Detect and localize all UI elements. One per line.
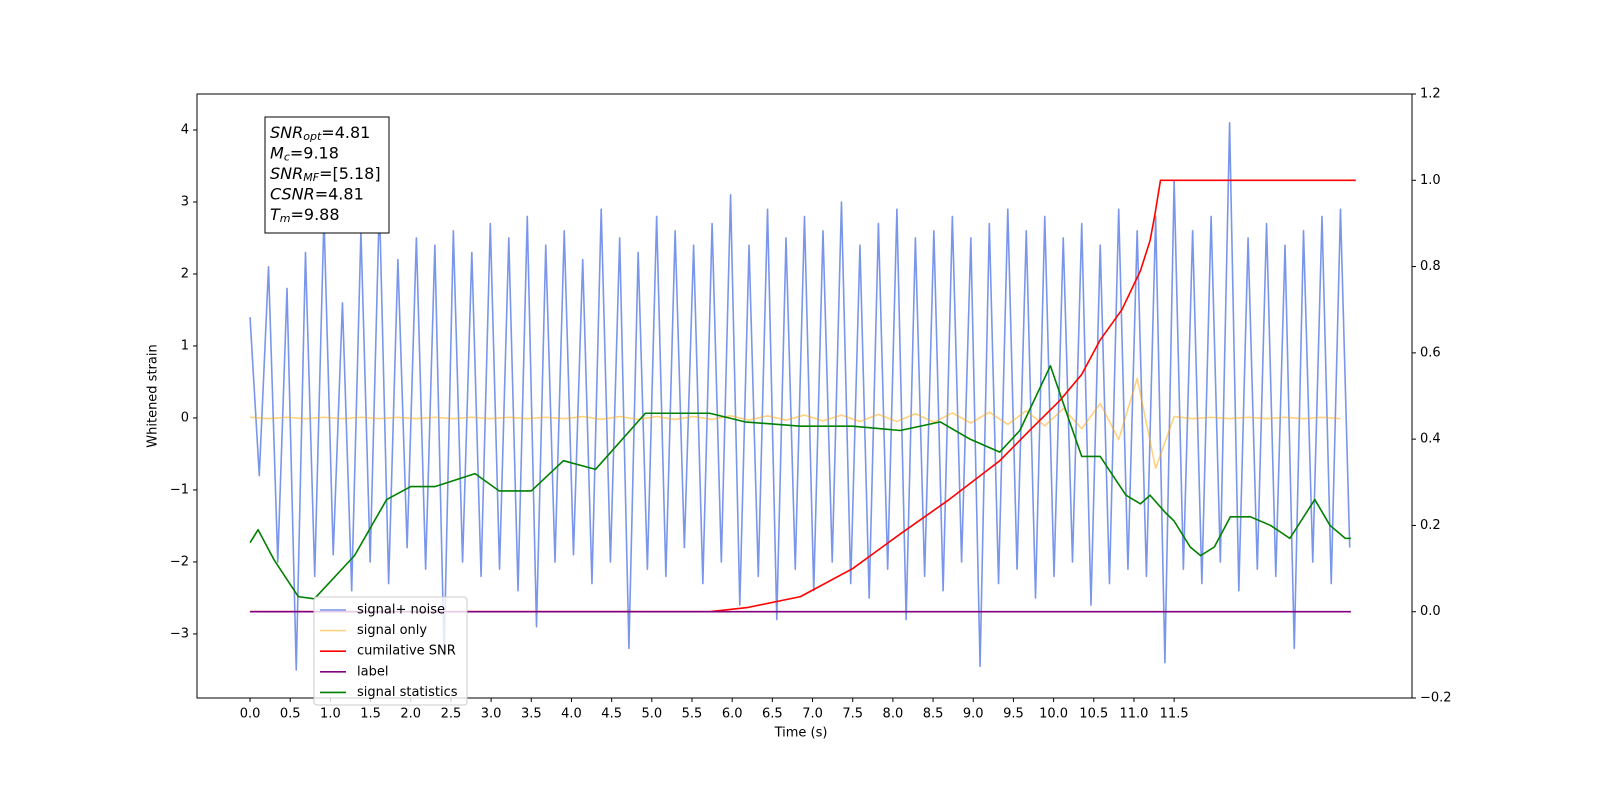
y-tick-label: 0 — [181, 410, 189, 425]
annotation-symbol: SNR — [270, 164, 303, 183]
x-tick-label: 9.5 — [1003, 707, 1024, 722]
legend-label: signal statistics — [357, 685, 458, 700]
x-tick-label: 7.0 — [802, 707, 823, 722]
annotation-subscript: c — [284, 151, 290, 164]
annotation-value: =9.18 — [290, 143, 339, 162]
x-tick-label: 1.0 — [320, 707, 341, 722]
x-tick-label: 8.0 — [883, 707, 904, 722]
series-line — [249, 377, 1341, 470]
annotation-symbol: T — [270, 205, 281, 224]
y2-tick-label: 0.2 — [1420, 518, 1441, 533]
series-line — [249, 122, 1351, 671]
legend-label: cumilative SNR — [357, 644, 456, 659]
y-tick-label: 2 — [181, 266, 189, 281]
x-tick-label: 2.5 — [441, 707, 462, 722]
y2-tick-label: 0.6 — [1420, 345, 1441, 360]
legend-label: signal only — [357, 623, 427, 638]
annotation-subscript: MF — [303, 171, 319, 184]
y-tick-label: −1 — [170, 482, 189, 497]
annotation-frame — [264, 116, 390, 234]
y-axis-label: Whitened strain — [146, 344, 161, 447]
x-tick-label: 0.5 — [280, 707, 301, 722]
annotation-line: SNRMF=[5.18] — [270, 164, 381, 185]
y-tick-label: 3 — [181, 194, 189, 209]
series-line — [250, 179, 1356, 613]
x-tick-label: 4.5 — [601, 707, 622, 722]
axes-frame — [196, 93, 1413, 699]
y2-tick-label: 0.8 — [1420, 259, 1441, 274]
annotation-value: =9.88 — [291, 205, 340, 224]
x-tick-label: 3.5 — [521, 707, 542, 722]
annotation-line: CSNR=4.81 — [270, 184, 364, 203]
x-tick-label: 9.0 — [963, 707, 984, 722]
annotation-symbol: M — [270, 143, 284, 162]
annotation-value: =4.81 — [321, 123, 370, 142]
annotation-line: Mc=9.18 — [270, 143, 339, 164]
annotation-value: =[5.18] — [319, 164, 381, 183]
y-tick-label: −3 — [170, 626, 189, 641]
x-tick-label: 2.0 — [400, 707, 421, 722]
x-tick-label: 1.5 — [360, 707, 381, 722]
x-tick-label: 5.0 — [641, 707, 662, 722]
y2-tick-label: −0.2 — [1420, 691, 1452, 706]
x-tick-label: 6.5 — [762, 707, 783, 722]
legend-frame — [313, 596, 468, 706]
x-tick-label: 11.5 — [1160, 707, 1189, 722]
y-tick-label: −2 — [170, 554, 189, 569]
y2-tick-label: 0.0 — [1420, 604, 1441, 619]
annotation-box: SNRopt=4.81Mc=9.18SNRMF=[5.18]CSNR=4.81T… — [264, 116, 390, 234]
legend: signal+ noise signal only cumilative SNR la… — [313, 596, 468, 706]
x-tick-label: 8.5 — [923, 707, 944, 722]
x-tick-label: 10.0 — [1039, 707, 1068, 722]
x-tick-label: 5.5 — [682, 707, 703, 722]
annotation-symbol: SNR — [270, 123, 303, 142]
annotation-line: SNRopt=4.81 — [270, 123, 370, 144]
annotation-subscript: m — [280, 212, 291, 225]
annotation-symbol: CSNR — [270, 184, 315, 203]
y-tick-label: 1 — [181, 338, 189, 353]
x-tick-label: 0.0 — [240, 707, 261, 722]
x-tick-label: 3.0 — [481, 707, 502, 722]
annotation-line: Tm=9.88 — [270, 205, 340, 226]
legend-label: signal+ noise — [357, 603, 445, 618]
x-tick-label: 11.0 — [1119, 707, 1148, 722]
legend-label: label — [357, 664, 388, 679]
x-tick-label: 7.5 — [842, 707, 863, 722]
annotation-subscript: opt — [303, 130, 322, 143]
x-tick-label: 4.0 — [561, 707, 582, 722]
x-tick-label: 10.5 — [1079, 707, 1108, 722]
y2-tick-label: 1.0 — [1420, 173, 1441, 188]
y2-tick-label: 1.2 — [1420, 87, 1441, 102]
y2-tick-label: 0.4 — [1420, 432, 1441, 447]
annotation-value: =4.81 — [315, 184, 364, 203]
series-line — [249, 365, 1351, 600]
y-tick-label: 4 — [181, 122, 189, 137]
x-tick-label: 6.0 — [722, 707, 743, 722]
x-axis-label: Time (s) — [774, 726, 828, 741]
